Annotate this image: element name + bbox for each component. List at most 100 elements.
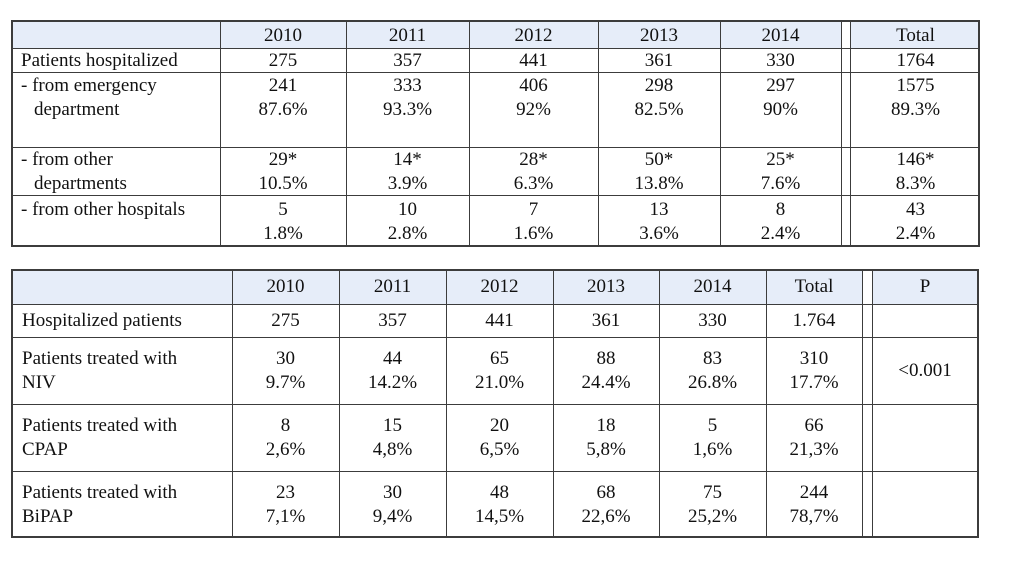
grid-line: [13, 471, 977, 472]
table-cell: 1.6%: [513, 223, 554, 244]
table-cell: 10: [398, 199, 417, 220]
total-cell: 244: [799, 482, 829, 503]
total-header: Total: [794, 276, 834, 297]
total-cell: 1764: [896, 50, 935, 71]
table-cell: 48: [490, 482, 509, 503]
row-label: BiPAP: [22, 506, 74, 527]
table-cell: 441: [485, 310, 514, 331]
total-cell: 78,7%: [789, 506, 839, 527]
grid-line: [13, 404, 977, 405]
row-label: - from emergency: [21, 75, 157, 96]
grid-line: [553, 271, 554, 536]
table-cell: 357: [393, 50, 422, 71]
table-cell: 24.4%: [581, 372, 631, 393]
table-cell: 23: [276, 482, 295, 503]
row-label: NIV: [22, 372, 56, 393]
total-header: Total: [896, 25, 935, 46]
year-header: 2012: [514, 25, 553, 46]
row-label: - from other: [21, 149, 113, 170]
table-cell: 4,8%: [372, 439, 413, 460]
p-value-cell: <0.001: [898, 360, 952, 381]
row-label: Patients treated with: [22, 482, 178, 503]
column-gap: [841, 22, 851, 245]
table-cell: 9,4%: [372, 506, 413, 527]
table-cell: 93.3%: [382, 99, 433, 120]
table-cell: 28*: [519, 149, 548, 170]
row-label: Patients hospitalized: [21, 50, 178, 71]
row-label: - from other hospitals: [21, 199, 186, 220]
table-cell: 26.8%: [687, 372, 738, 393]
table-cell: 361: [644, 50, 674, 71]
table-cell: 333: [393, 75, 422, 96]
year-header: 2010: [264, 25, 302, 46]
table-cell: 7,1%: [265, 506, 306, 527]
table-cell: 83: [703, 348, 722, 369]
grid-line: [13, 48, 978, 49]
table-cell: 1,6%: [692, 439, 733, 460]
table-cell: 406: [519, 75, 548, 96]
grid-line: [232, 271, 233, 536]
table-cell: 3.9%: [387, 173, 428, 194]
row-label: Patients treated with: [22, 348, 178, 369]
table-cell: 1.8%: [263, 223, 303, 244]
grid-line: [339, 271, 340, 536]
total-cell: 17.7%: [789, 372, 839, 393]
table-cell: 330: [766, 50, 795, 71]
table-cell: 297: [766, 75, 795, 96]
table-cell: 22,6%: [581, 506, 631, 527]
table-cell: 21.0%: [474, 372, 525, 393]
row-label: Patients treated with: [22, 415, 178, 436]
table-cell: 441: [519, 50, 548, 71]
table-cell: 25*: [766, 149, 795, 170]
table-cell: 13: [649, 199, 669, 220]
table-cell: 90%: [763, 99, 798, 120]
grid-line: [13, 147, 978, 148]
table-cell: 14.2%: [367, 372, 418, 393]
total-cell: 21,3%: [789, 439, 839, 460]
total-cell: 310: [799, 348, 829, 369]
table-cell: 275: [268, 50, 298, 71]
table-cell: 15: [383, 415, 402, 436]
grid-line: [598, 22, 599, 245]
table-cell: 13.8%: [634, 173, 684, 194]
grid-line: [720, 22, 721, 245]
row-label: departments: [34, 173, 127, 194]
table-cell: 8: [280, 415, 291, 436]
grid-line: [766, 271, 767, 536]
grid-line: [220, 22, 221, 245]
table-cell: 44: [383, 348, 402, 369]
table-cell: 10.5%: [258, 173, 308, 194]
table-cell: 20: [490, 415, 509, 436]
table-cell: 82.5%: [634, 99, 684, 120]
table-cell: 88: [596, 348, 616, 369]
total-cell: 146*: [896, 149, 935, 170]
table-cell: 330: [698, 310, 727, 331]
table-cell: 241: [268, 75, 298, 96]
table-cell: 298: [644, 75, 674, 96]
row-label: CPAP: [22, 439, 68, 460]
table-cell: 75: [703, 482, 722, 503]
table-cell: 50*: [644, 149, 674, 170]
table-cell: 5: [707, 415, 718, 436]
year-header: 2011: [388, 25, 427, 46]
grid-line: [446, 271, 447, 536]
column-gap: [862, 271, 873, 536]
grid-line: [659, 271, 660, 536]
p-value-header: P: [919, 276, 931, 297]
table-cell: 30: [276, 348, 295, 369]
admissions-table: 2010 2011 2012 2013 2014 Total Patients …: [11, 20, 980, 247]
header-row-background: [13, 22, 978, 48]
grid-line: [346, 22, 347, 245]
table-cell: 3.6%: [639, 223, 679, 244]
total-cell: 66: [804, 415, 824, 436]
table-cell: 68: [596, 482, 616, 503]
total-cell: 1575: [896, 75, 935, 96]
table-cell: 65: [490, 348, 509, 369]
table-cell: 30: [383, 482, 402, 503]
total-cell: 2.4%: [895, 223, 936, 244]
total-cell: 8.3%: [895, 173, 936, 194]
row-label: Hospitalized patients: [22, 310, 182, 331]
year-header: 2011: [373, 276, 412, 297]
table-cell: 2,6%: [265, 439, 306, 460]
grid-line: [13, 337, 977, 338]
